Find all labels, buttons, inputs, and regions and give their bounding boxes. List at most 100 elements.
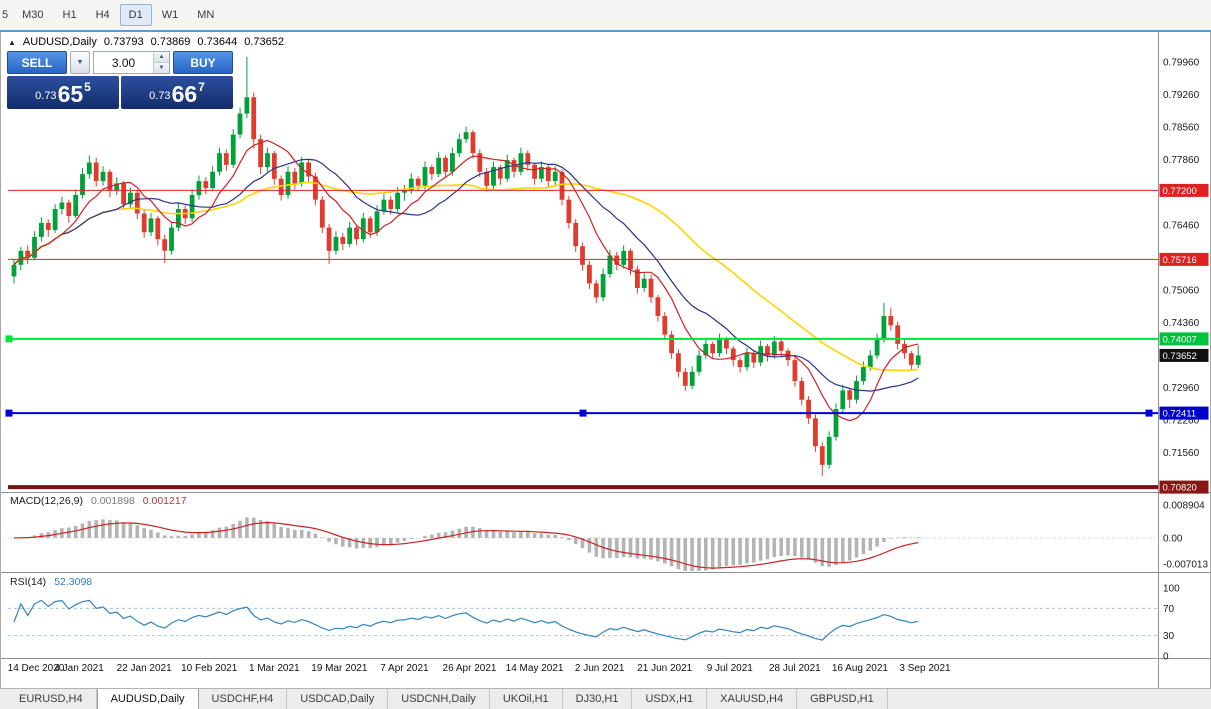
svg-text:70: 70 [1163,604,1175,615]
ohlc-close: 0.73652 [244,36,284,48]
tab-gbpusd-h1[interactable]: GBPUSD,H1 [797,689,888,709]
sell-price-prefix: 0.73 [35,90,57,102]
svg-text:3 Sep 2021: 3 Sep 2021 [899,663,951,674]
price-tag [1159,183,1209,197]
timeframe-button-D1[interactable]: D1 [119,4,152,26]
macd-label: MACD(12,26,9) [10,495,83,507]
timeframe-button-MN[interactable]: MN [197,9,215,21]
window-accent [0,30,1211,32]
timeframe-button-partial[interactable]: 5 [2,9,9,21]
chart-window: 0.799600.792600.785600.778600.771600.764… [0,30,1211,689]
buy-price-sup: 7 [198,80,205,94]
svg-text:0.71560: 0.71560 [1163,448,1200,459]
tab-usdx-h1[interactable]: USDX,H1 [632,689,708,709]
price-tag [1159,332,1209,346]
price-tag [1159,480,1209,494]
timeframe-button-H4[interactable]: H4 [95,9,110,21]
svg-text:14 May 2021: 14 May 2021 [506,663,564,674]
timeframe-toolbar: 5 M30 H1 H4 D1 W1 MN [0,0,1211,31]
sell-price-big: 65 [57,81,84,107]
macd-value-main: 0.001898 [90,495,135,507]
sell-price[interactable]: 0.73 65 5 [7,76,119,109]
symbol-title: AUDUSD,Daily [22,36,97,48]
tab-xauusd-h4[interactable]: XAUUSD,H4 [707,689,798,709]
price-tag [1159,406,1209,420]
svg-text:10 Feb 2021: 10 Feb 2021 [181,663,238,674]
svg-text:14 Dec 2020: 14 Dec 2020 [8,663,65,674]
sell-button[interactable]: SELL [7,51,67,74]
ma-lines [13,139,919,422]
tab-eurusd-h4[interactable]: EURUSD,H4 [6,689,97,709]
rsi-pane-label: RSI(14) 52.3098 [10,576,92,588]
candles [11,56,921,476]
svg-text:0: 0 [1163,652,1169,663]
svg-text:-0.007013: -0.007013 [1163,559,1208,570]
price-tag [1159,348,1209,362]
symbol-tabs: EURUSD,H4 AUDUSD,Daily USDCHF,H4 USDCAD,Dai… [0,688,1211,709]
timeframe-button-H1[interactable]: H1 [62,9,77,21]
buy-button[interactable]: BUY [173,51,233,74]
svg-text:22 Jan 2021: 22 Jan 2021 [117,663,172,674]
tab-usdchf-h4[interactable]: USDCHF,H4 [199,689,288,709]
svg-text:9 Jul 2021: 9 Jul 2021 [707,663,754,674]
ohlc-open: 0.73793 [103,36,144,48]
ohlc-low: 0.73644 [197,36,238,48]
svg-text:0.74360: 0.74360 [1163,318,1200,329]
sell-price-sup: 5 [84,80,91,94]
svg-text:28 Jul 2021: 28 Jul 2021 [769,663,821,674]
svg-text:0.72960: 0.72960 [1163,383,1200,394]
svg-text:0.70820: 0.70820 [1163,483,1197,494]
pane-borders [0,30,1211,689]
rsi-value: 52.3098 [54,576,93,588]
tab-dj30-h1[interactable]: DJ30,H1 [563,689,633,709]
horizontal-lines[interactable] [5,189,1159,490]
svg-text:0.72260: 0.72260 [1163,416,1200,427]
chart-canvas[interactable]: 0.799600.792600.785600.778600.771600.764… [0,30,1211,689]
volume-spin-up[interactable]: ▲ [154,52,169,62]
rsi-label: RSI(14) [10,576,47,588]
ohlc-high: 0.73869 [150,36,191,48]
tab-usdcad-daily[interactable]: USDCAD,Daily [287,689,389,709]
spin-down-icon: ▼ [158,65,165,71]
svg-text:0.79260: 0.79260 [1163,90,1200,101]
svg-text:0.00: 0.00 [1163,534,1183,545]
svg-text:4 Jan 2021: 4 Jan 2021 [54,663,104,674]
buy-price-big: 66 [171,81,198,107]
timeframe-button-M30[interactable]: M30 [22,9,44,21]
macd-pane [8,517,1157,571]
svg-text:0.75060: 0.75060 [1163,285,1200,296]
svg-text:26 Apr 2021: 26 Apr 2021 [443,663,497,674]
pane-divider[interactable] [0,569,1211,576]
buy-price[interactable]: 0.73 66 7 [121,76,233,109]
svg-text:0.78560: 0.78560 [1163,123,1200,134]
svg-text:30: 30 [1163,631,1175,642]
tab-audusd-daily[interactable]: AUDUSD,Daily [96,689,199,709]
collapse-icon[interactable]: ▲ [8,37,16,47]
price-axis-drag[interactable] [1159,30,1211,689]
svg-text:0.75716: 0.75716 [1163,255,1197,266]
volume-input[interactable] [94,52,153,73]
timeframe-button-W1[interactable]: W1 [161,9,179,21]
svg-text:1 Mar 2021: 1 Mar 2021 [249,663,300,674]
tab-ukoil-h1[interactable]: UKOil,H1 [490,689,563,709]
order-options-button[interactable]: ▼ [70,51,90,74]
price-axis: 0.799600.792600.785600.778600.771600.764… [1159,58,1209,663]
svg-text:19 Mar 2021: 19 Mar 2021 [311,663,368,674]
spin-up-icon: ▲ [158,54,165,60]
volume-spin-down[interactable]: ▼ [154,62,169,73]
tab-usdcnh-daily[interactable]: USDCNH,Daily [388,689,490,709]
svg-text:0.74007: 0.74007 [1163,334,1197,345]
rsi-pane [8,599,1157,641]
svg-text:16 Aug 2021: 16 Aug 2021 [832,663,889,674]
svg-text:0.008904: 0.008904 [1163,501,1205,512]
svg-text:21 Jun 2021: 21 Jun 2021 [637,663,692,674]
caret-down-icon: ▼ [76,59,84,66]
svg-text:2 Jun 2021: 2 Jun 2021 [575,663,625,674]
buy-price-prefix: 0.73 [149,90,171,102]
svg-text:0.77860: 0.77860 [1163,155,1200,166]
price-tag [1159,252,1209,266]
chart-title: ▲ AUDUSD,Daily 0.73793 0.73869 0.73644 0… [8,36,284,48]
one-click-trade-panel: SELL ▼ ▲ ▼ BUY 0.73 65 5 0.7 [7,51,233,109]
